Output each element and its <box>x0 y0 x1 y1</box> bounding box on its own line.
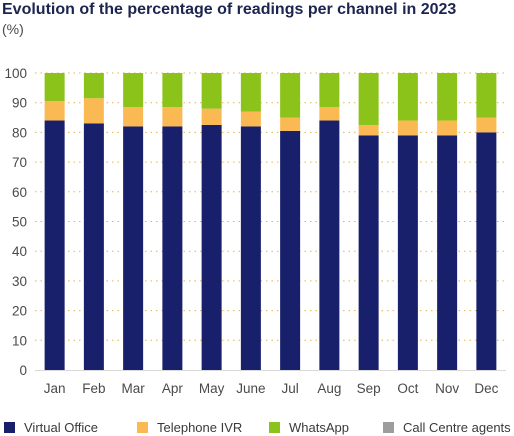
y-tick-label-80: 80 <box>12 125 27 140</box>
legend-label-virtual-office: Virtual Office <box>24 420 98 435</box>
x-tick-label-feb: Feb <box>82 381 105 396</box>
legend-swatch-whatsapp <box>269 422 280 433</box>
bar-feb-virtual-office <box>83 123 104 371</box>
bar-sep-virtual-office <box>358 135 379 370</box>
bar-june-whatsapp <box>240 73 261 112</box>
chart-title: Evolution of the percentage of readings … <box>2 1 457 18</box>
bar-june-virtual-office <box>240 126 261 371</box>
legend-item-whatsapp: WhatsApp <box>269 420 349 435</box>
legend-label-call-centre-agents: Call Centre agents <box>403 420 511 435</box>
bar-sep-whatsapp <box>358 73 379 125</box>
legend-item-telephone-ivr: Telephone IVR <box>137 420 242 435</box>
bar-aug-virtual-office <box>319 120 340 371</box>
bar-may-whatsapp <box>201 73 222 109</box>
bar-june-telephone-ivr <box>240 111 261 127</box>
y-tick-label-100: 100 <box>4 66 27 81</box>
bar-oct-telephone-ivr <box>397 120 418 136</box>
x-tick-label-jan: Jan <box>44 381 66 396</box>
x-tick-label-aug: Aug <box>317 381 341 396</box>
x-tick-label-sep: Sep <box>357 381 381 396</box>
bar-apr-virtual-office <box>162 126 183 371</box>
bar-mar-whatsapp <box>123 73 144 108</box>
legend-swatch-virtual-office <box>4 422 15 433</box>
x-tick-label-dec: Dec <box>474 381 498 396</box>
legend-label-whatsapp: WhatsApp <box>289 420 349 435</box>
y-tick-label-30: 30 <box>12 274 27 289</box>
bar-jan-telephone-ivr <box>44 101 65 121</box>
x-tick-label-jul: Jul <box>281 381 298 396</box>
bar-dec-whatsapp <box>476 73 497 118</box>
bar-jan-whatsapp <box>44 73 65 102</box>
legend-item-call-centre-agents: Call Centre agents <box>383 420 511 435</box>
legend-swatch-call-centre-agents <box>383 422 394 433</box>
bar-dec-virtual-office <box>476 132 497 370</box>
bar-apr-telephone-ivr <box>162 107 183 127</box>
bar-may-virtual-office <box>201 124 222 370</box>
legend-item-virtual-office: Virtual Office <box>4 420 98 435</box>
bar-oct-whatsapp <box>397 73 418 121</box>
bar-apr-whatsapp <box>162 73 183 108</box>
bar-may-telephone-ivr <box>201 108 222 125</box>
x-tick-label-apr: Apr <box>162 381 184 396</box>
bar-feb-whatsapp <box>83 73 104 99</box>
bar-oct-virtual-office <box>397 135 418 370</box>
chart-legend: Virtual Office Telephone IVR WhatsApp Ca… <box>4 420 514 436</box>
bar-jul-telephone-ivr <box>280 117 301 131</box>
x-tick-label-june: June <box>236 381 265 396</box>
bar-nov-virtual-office <box>437 135 458 370</box>
y-tick-label-70: 70 <box>12 155 27 170</box>
y-tick-label-90: 90 <box>12 96 27 111</box>
chart-unit: (%) <box>2 21 24 37</box>
bar-nov-telephone-ivr <box>437 120 458 136</box>
bar-sep-telephone-ivr <box>358 124 379 136</box>
bar-aug-telephone-ivr <box>319 107 340 121</box>
y-tick-label-20: 20 <box>12 304 27 319</box>
y-tick-label-0: 0 <box>19 363 27 378</box>
bar-mar-virtual-office <box>123 126 144 371</box>
bar-feb-telephone-ivr <box>83 98 104 124</box>
y-tick-label-10: 10 <box>12 333 27 348</box>
bar-jul-virtual-office <box>280 130 301 370</box>
bar-aug-whatsapp <box>319 73 340 108</box>
bar-jul-whatsapp <box>280 73 301 118</box>
stacked-bar-chart: 0 10 20 30 40 50 60 70 80 90 100 Jan Feb Mar Apr May Jun… <box>4 66 506 396</box>
y-tick-label-40: 40 <box>12 244 27 259</box>
x-tick-label-may: May <box>199 381 225 396</box>
legend-swatch-telephone-ivr <box>137 422 148 433</box>
y-tick-label-50: 50 <box>12 215 27 230</box>
x-tick-label-mar: Mar <box>122 381 146 396</box>
bar-nov-whatsapp <box>437 73 458 121</box>
legend-label-telephone-ivr: Telephone IVR <box>157 420 243 435</box>
bar-mar-telephone-ivr <box>123 107 144 127</box>
bar-jan-virtual-office <box>44 120 65 371</box>
x-tick-label-oct: Oct <box>397 381 418 396</box>
bar-dec-telephone-ivr <box>476 117 497 133</box>
y-tick-label-60: 60 <box>12 185 27 200</box>
x-tick-label-nov: Nov <box>435 381 459 396</box>
